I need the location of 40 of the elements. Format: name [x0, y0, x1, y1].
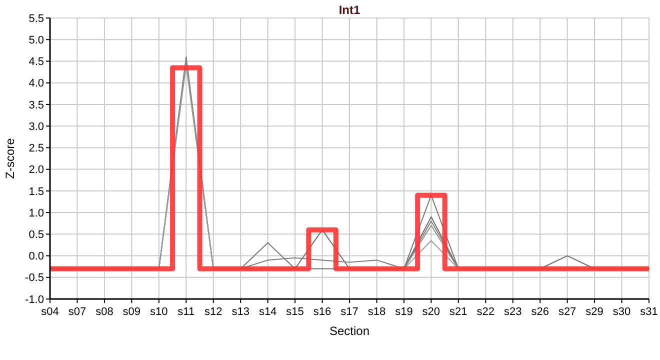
y-tick-label: 0.0 [28, 250, 44, 263]
x-tick-label: s04 [41, 306, 59, 318]
y-tick-label: 3.5 [28, 99, 44, 112]
x-tick-label: s26 [531, 306, 549, 318]
y-tick-label: 1.5 [28, 186, 44, 198]
y-tick-label: 2.0 [28, 164, 44, 176]
chart-title: Int1 [338, 3, 360, 17]
y-tick-label: 1.0 [28, 207, 44, 220]
y-tick-label: -0.5 [25, 272, 44, 284]
x-tick-label: s18 [368, 306, 386, 318]
x-tick-label: s27 [558, 306, 576, 318]
y-tick-label: 4.5 [28, 56, 44, 68]
x-tick-label: s14 [258, 306, 277, 318]
x-tick-label: s21 [450, 306, 468, 318]
x-tick-label: s10 [150, 306, 168, 318]
x-tick-label: s12 [204, 306, 222, 318]
y-tick-label: 5.5 [28, 12, 44, 25]
y-tick-label: 5.0 [28, 34, 44, 46]
y-tick-label: 2.5 [28, 142, 44, 155]
x-tick-label: s17 [340, 306, 358, 318]
y-tick-label: 0.5 [28, 229, 44, 242]
x-tick-label: s11 [178, 306, 195, 318]
x-tick-label: s22 [476, 306, 495, 318]
y-tick-label: 3.0 [28, 120, 44, 133]
x-tick-label: s08 [96, 306, 114, 318]
x-tick-label: s19 [395, 306, 413, 318]
x-tick-label: s13 [232, 306, 250, 318]
x-tick-label: s15 [286, 306, 304, 318]
x-tick-label: s30 [612, 306, 631, 318]
x-tick-label: s16 [313, 306, 332, 318]
x-tick-label: s09 [122, 306, 141, 318]
x-tick-label: s29 [586, 306, 604, 318]
x-tick-label: s07 [68, 306, 86, 318]
y-tick-label: 4.0 [28, 78, 44, 90]
x-tick-label: s23 [504, 306, 522, 318]
x-tick-label: s20 [422, 306, 440, 318]
x-axis-title: Section [329, 324, 370, 338]
y-axis-title: Z-score [3, 138, 17, 179]
y-tick-label: -1.0 [25, 294, 44, 306]
x-tick-label: s31 [640, 306, 658, 318]
